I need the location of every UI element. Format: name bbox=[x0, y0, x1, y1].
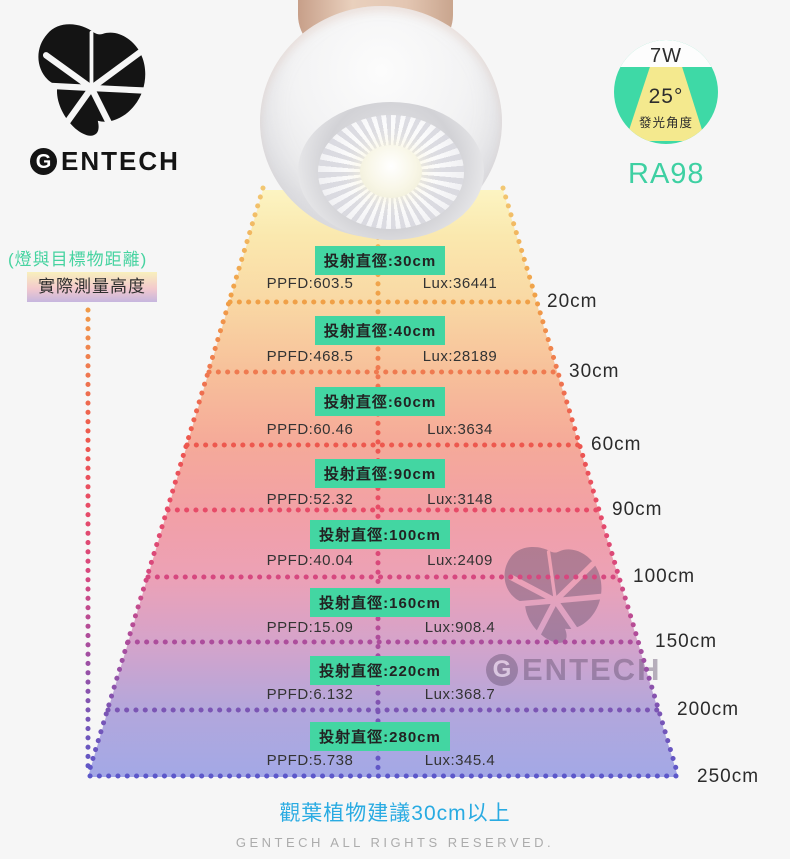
recommendation-note: 觀葉植物建議30cm以上 bbox=[279, 802, 511, 825]
row-8-data: PPFD:5.738 Lux:345.4 bbox=[235, 752, 535, 769]
beam-angle-value: 25° bbox=[648, 85, 684, 108]
ppfd-value: PPFD:6.132 bbox=[266, 686, 354, 703]
projection-diameter-badge: 投射直徑:160cm bbox=[310, 588, 450, 617]
row-5-data: PPFD:40.04 Lux:2409 bbox=[235, 552, 535, 569]
lux-value: Lux:3148 bbox=[427, 491, 493, 508]
beam-angle-label: 發光角度 bbox=[638, 116, 693, 130]
projection-diameter-badge: 投射直徑:280cm bbox=[310, 722, 450, 751]
row-3: 投射直徑:60cm bbox=[230, 387, 530, 416]
bulb-led-chip bbox=[360, 145, 422, 198]
row-5: 投射直徑:100cm bbox=[230, 520, 530, 549]
brand-name: ENTECH bbox=[61, 146, 180, 176]
copyright-text: GENTECH ALL RIGHTS RESERVED. bbox=[235, 835, 555, 850]
ppfd-value: PPFD:40.04 bbox=[266, 552, 354, 569]
projection-diameter-badge: 投射直徑:30cm bbox=[314, 246, 446, 275]
ppfd-value: PPFD:60.46 bbox=[266, 421, 354, 438]
lux-value: Lux:2409 bbox=[427, 552, 493, 569]
row-7: 投射直徑:220cm bbox=[230, 656, 530, 685]
measured-height-label: 實際測量高度 bbox=[27, 272, 157, 302]
lux-value: Lux:368.7 bbox=[424, 686, 496, 703]
power-rating: 7W bbox=[650, 45, 682, 67]
led-bulb-photo bbox=[258, 0, 504, 242]
lux-value: Lux:908.4 bbox=[424, 619, 496, 636]
height-label-250cm: 250cm bbox=[697, 766, 760, 787]
brand-g-icon: G bbox=[30, 148, 57, 175]
ppfd-value: PPFD:15.09 bbox=[266, 619, 354, 636]
height-label-90cm: 90cm bbox=[612, 499, 663, 520]
watermark-g-icon: G bbox=[486, 654, 518, 686]
ppfd-value: PPFD:5.738 bbox=[266, 752, 354, 769]
height-label-20cm: 20cm bbox=[547, 291, 598, 312]
cone-left-edge bbox=[85, 185, 266, 778]
lux-value: Lux:36441 bbox=[422, 275, 498, 292]
watermark-wordmark: ENTECH bbox=[522, 652, 662, 687]
row-6-data: PPFD:15.09 Lux:908.4 bbox=[235, 619, 535, 636]
projection-diameter-badge: 投射直徑:60cm bbox=[314, 387, 446, 416]
lux-value: Lux:28189 bbox=[422, 348, 498, 365]
brand-monstera-leaf-icon bbox=[38, 24, 146, 136]
lux-value: Lux:3634 bbox=[427, 421, 493, 438]
distance-note: (燈與目標物距離) bbox=[8, 250, 148, 269]
height-label-60cm: 60cm bbox=[591, 434, 642, 455]
height-label-30cm: 30cm bbox=[569, 361, 620, 382]
brand-wordmark: G ENTECH bbox=[30, 146, 180, 177]
height-label-150cm: 150cm bbox=[655, 631, 718, 652]
projection-diameter-badge: 投射直徑:90cm bbox=[314, 459, 446, 488]
ppfd-value: PPFD:603.5 bbox=[266, 275, 354, 292]
row-8: 投射直徑:280cm bbox=[230, 722, 530, 751]
row-1-data: PPFD:603.5 Lux:36441 bbox=[235, 275, 535, 292]
power-cap: 7W bbox=[614, 40, 718, 67]
row-3-data: PPFD:60.46 Lux:3634 bbox=[235, 421, 535, 438]
row-4: 投射直徑:90cm bbox=[230, 459, 530, 488]
row-6: 投射直徑:160cm bbox=[230, 588, 530, 617]
row-2-data: PPFD:468.5 Lux:28189 bbox=[235, 348, 535, 365]
projection-diameter-badge: 投射直徑:220cm bbox=[310, 656, 450, 685]
projection-diameter-badge: 投射直徑:40cm bbox=[314, 316, 446, 345]
height-label-100cm: 100cm bbox=[633, 566, 696, 587]
row-7-data: PPFD:6.132 Lux:368.7 bbox=[235, 686, 535, 703]
projection-diameter-badge: 投射直徑:100cm bbox=[310, 520, 450, 549]
row-2: 投射直徑:40cm bbox=[230, 316, 530, 345]
row-1: 投射直徑:30cm bbox=[230, 246, 530, 275]
cri-rating: RA98 bbox=[628, 158, 705, 190]
ppfd-value: PPFD:468.5 bbox=[266, 348, 354, 365]
height-label-200cm: 200cm bbox=[677, 699, 740, 720]
beam-angle-badge: 7W 25° 發光角度 bbox=[614, 40, 718, 144]
cone-right-edge bbox=[500, 185, 681, 778]
lux-value: Lux:345.4 bbox=[424, 752, 496, 769]
row-4-data: PPFD:52.32 Lux:3148 bbox=[235, 491, 535, 508]
ppfd-value: PPFD:52.32 bbox=[266, 491, 354, 508]
